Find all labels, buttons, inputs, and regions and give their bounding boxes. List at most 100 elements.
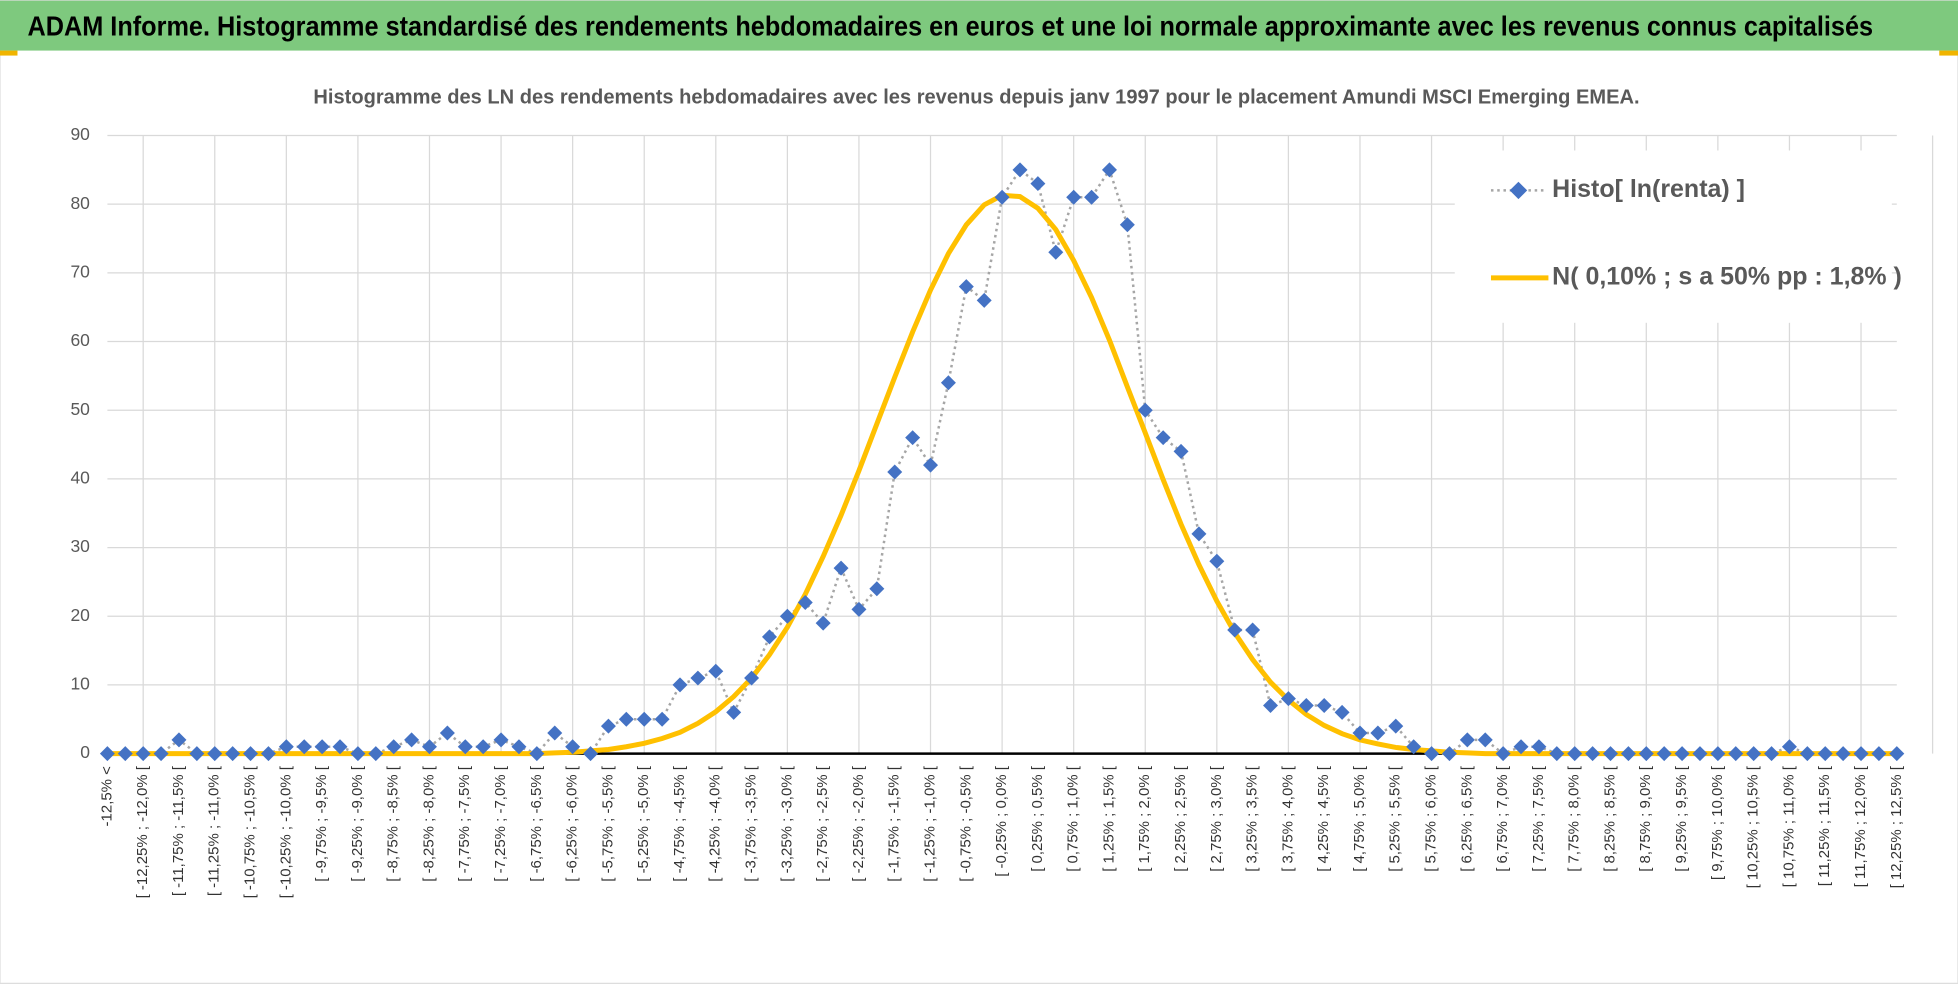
x-tick-label: [ 11,75% ; 12,0% [ [1852,765,1869,887]
data-point [1352,725,1368,741]
y-tick-label: 0 [80,742,90,762]
x-tick-label: [ -9,25% ; -9,0% [ [349,765,366,881]
legend-label: Histo[ ln(renta) ] [1552,175,1745,203]
data-point [243,746,259,762]
x-tick-label: [ -11,75% ; -11,5% [ [170,765,187,896]
x-tick-label: [ -4,75% ; -4,5% [ [671,765,688,881]
data-point [1656,746,1672,762]
data-point [654,711,670,727]
data-point [744,670,760,686]
data-point [672,677,688,693]
x-tick-label: [ 5,75% ; 6,0% [ [1423,765,1440,872]
x-tick-label: [ 2,75% ; 3,0% [ [1208,765,1225,872]
corner-mark [0,50,18,56]
data-point [1620,746,1636,762]
data-point [1817,746,1833,762]
data-point [1495,746,1511,762]
data-point [1388,718,1404,734]
data-point [1871,746,1887,762]
data-point [690,670,706,686]
x-tick-label: [ 3,25% ; 3,5% [ [1244,765,1261,872]
x-tick-label: [ -1,25% ; -1,0% [ [921,765,938,881]
data-point [1066,189,1082,205]
y-tick-label: 20 [70,605,90,625]
x-tick-label: [ 1,25% ; 1,5% [ [1100,765,1117,872]
chart-title: Histogramme des LN des rendements hebdom… [313,86,1639,108]
x-tick-label: [ 9,25% ; 9,5% [ [1673,765,1690,872]
x-tick-label: [ 10,25% ; 10,5% [ [1745,765,1762,888]
y-tick-label: 50 [70,399,90,419]
data-point [708,663,724,679]
header-bar [0,0,1958,51]
y-tick-label: 70 [70,261,90,281]
x-tick-label: [ -5,75% ; -5,5% [ [599,765,616,881]
x-tick-label: [ 8,25% ; 8,5% [ [1601,765,1618,872]
data-point [368,746,384,762]
data-point [1603,746,1618,762]
data-point [296,739,312,755]
legend: Histo[ ln(renta) ] N( 0,10% ; s a 50% pp … [1490,175,1902,290]
data-point [1370,725,1386,741]
data-point [1101,162,1117,178]
x-tick-label: [ -11,25% ; -11,0% [ [206,765,223,896]
data-point [493,732,509,748]
data-point [1549,746,1565,762]
data-point [1012,162,1028,178]
data-point [1513,739,1529,755]
data-point [421,739,437,755]
x-tick-label: [ -2,25% ; -2,0% [ [850,765,867,881]
data-point [923,457,939,473]
x-tick-label: [ -0,25% ; 0,0% [ [993,765,1010,876]
y-tick-label: 80 [70,193,90,213]
data-point [439,725,455,741]
x-tick-label: [ -0,75% ; -0,5% [ [957,765,974,881]
data-point [1298,698,1314,714]
x-tick-label: [ -1,75% ; -1,5% [ [886,765,903,881]
data-point [940,375,956,391]
data-point [171,732,187,748]
x-tick-label: [ 12,25% ; 12,5% [ [1888,765,1905,888]
x-tick-label: [ 5,25% ; 5,5% [ [1387,765,1404,872]
data-point [905,430,921,446]
data-point [260,746,276,762]
y-tick-label: 90 [70,124,90,144]
x-tick-label: -12,5% < [98,766,115,827]
data-point [1781,739,1797,755]
data-point [529,746,545,762]
data-point [1638,746,1654,762]
x-tick-label: [ -7,75% ; -7,5% [ [456,765,473,881]
data-point [1459,732,1475,748]
x-tick-label: [ -5,25% ; -5,0% [ [635,765,652,881]
y-tick-label: 60 [70,330,90,350]
data-point [1316,698,1332,714]
x-tick-label: [ -6,25% ; -6,0% [ [564,765,581,881]
data-point [457,739,473,755]
x-tick-label: [ 6,25% ; 6,5% [ [1458,765,1475,872]
data-point [1710,746,1726,762]
x-tick-label: [ -8,25% ; -8,0% [ [420,765,437,881]
x-tick-label: [ -12,25% ; -12,0% [ [134,765,151,898]
page-title: ADAM Informe. Histogramme standardisé de… [27,10,1873,41]
data-point [314,739,330,755]
data-point [135,746,151,762]
x-tick-label: [ 2,25% ; 2,5% [ [1172,765,1189,872]
data-point [1424,746,1440,762]
data-point [1406,739,1422,755]
data-point [1173,443,1189,459]
x-tick-label: [ -10,25% ; -10,0% [ [277,765,294,898]
x-tick-label: [ 1,75% ; 2,0% [ [1136,765,1153,872]
x-tick-label: [ 4,25% ; 4,5% [ [1315,765,1332,872]
legend-marker [1509,181,1528,200]
data-point [386,739,402,755]
data-point [404,732,420,748]
x-tick-label: [ -3,75% ; -3,5% [ [743,765,760,881]
data-point [1334,704,1350,720]
x-tick-label: [ 0,25% ; 0,5% [ [1029,765,1046,872]
x-tick-label: [ -4,25% ; -4,0% [ [707,765,724,881]
data-point [1030,176,1046,192]
y-tick-label: 10 [70,674,90,694]
x-tick-label: [ 3,75% ; 4,0% [ [1279,765,1296,872]
data-point [1835,746,1851,762]
